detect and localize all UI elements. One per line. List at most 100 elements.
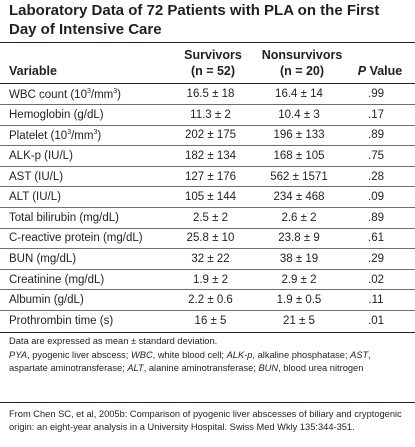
cell-survivors: 16 ± 5 [172,310,249,332]
abbr-key: AST [350,349,369,360]
title-rule [0,42,415,43]
variable-text: WBC count (10 [9,88,87,101]
cell-nonsurvivors: 23.8 ± 9 [249,227,349,249]
cell-variable: Prothrombin time (s) [0,310,172,332]
abbr-value: , pyogenic liver abscess; [27,349,131,360]
cell-p-value: .02 [349,268,415,290]
header-p-value: P Value [357,64,403,78]
table-row: ALK-p (IU/L) 182 ± 134 168 ± 105.75 [0,145,415,167]
cell-variable: Creatinine (mg/dL) [0,268,172,290]
cell-variable: WBC count (103/mm3) [0,84,172,105]
cell-nonsurvivors: 234 ± 468 [249,186,349,208]
variable-text: Creatinine (mg/dL) [9,273,105,286]
cell-nonsurvivors: 196 ± 133 [249,124,349,146]
cell-variable: ALT (IU/L) [0,186,172,208]
table-row: Hemoglobin (g/dL) 11.3 ± 2 10.4 ± 3.17 [0,104,415,126]
cell-p-value: .17 [349,104,415,126]
cell-p-value: .99 [368,88,384,101]
header-survivors-n: (n = 52) [190,64,236,78]
cell-survivors: 202 ± 175 [172,124,249,146]
header-variable: Variable [9,64,57,78]
cell-nonsurvivors: 1.9 ± 0.5 [249,289,349,311]
cell-variable: Hemoglobin (g/dL) [0,104,172,126]
lab-data-table: WBC count (103/mm3) 16.5 ± 18 16.4 ± 14.99… [0,84,415,332]
cell-p-value: .11 [349,289,415,311]
cell-p-value: .61 [349,227,415,249]
cell-p-value: .75 [349,145,415,167]
abbr-key: WBC [130,349,153,360]
cell-variable: Platelet (103/mm3) [0,124,172,146]
cell-nonsurvivors: 38 ± 19 [249,248,349,270]
variable-text: Total bilirubin (mg/dL) [9,211,119,224]
cell-variable: Albumin (g/dL) [0,289,172,311]
variable-text: ALK-p (IU/L) [9,150,73,163]
table-row: WBC count (103/mm3) 16.5 ± 18 16.4 ± 14.99 [0,84,415,105]
header-rule [0,83,415,84]
variable-unit: /mm [71,129,94,142]
cell-variable: Total bilirubin (mg/dL) [0,207,172,229]
table-row: AST (IU/L) 127 ± 176 562 ± 1571.28 [0,165,415,187]
header-survivors-label: Survivors [184,48,242,62]
table-row: Prothrombin time (s) 16 ± 5 21 ± 5.01 [0,310,415,332]
header-nonsurvivors-label: Nonsurvivors [261,48,343,62]
variable-text: Prothrombin time (s) [9,315,114,328]
variable-text: Platelet (10 [9,129,68,142]
table-source: From Chen SC, et al, 2005b: Comparison o… [9,409,402,432]
cell-survivors: 105 ± 144 [172,186,249,208]
variable-text: ALT (IU/L) [9,191,61,204]
note-abbreviations: PYA, pyogenic liver abscess; WBC, white … [9,349,409,376]
variable-text: AST (IU/L) [9,170,64,183]
table-row: Albumin (g/dL) 2.2 ± 0.6 1.9 ± 0.5.11 [0,289,415,311]
cell-nonsurvivors: 16.4 ± 14 [275,88,323,101]
abbr-value: , aspartate aminotransferase; [9,349,371,374]
table-row: Total bilirubin (mg/dL) 2.5 ± 2 2.6 ± 2.89 [0,207,415,229]
cell-survivors: 1.9 ± 2 [172,268,249,290]
abbr-key: ALK-p [226,349,253,360]
cell-survivors: 2.5 ± 2 [172,207,249,229]
header-nonsurvivors: Nonsurvivors (n = 20) [252,47,352,79]
cell-variable: C-reactive protein (mg/dL) [0,227,172,249]
cell-survivors: 32 ± 22 [172,248,249,270]
cell-p-value: .01 [349,310,415,332]
abbr-key: BUN [258,363,279,373]
cell-p-value: .89 [349,207,415,229]
header-p-letter: P [357,64,367,78]
abbr-value: , blood urea nitrogen [278,363,364,373]
variable-superscript: 3 [86,87,91,95]
cell-nonsurvivors: 2.6 ± 2 [249,207,349,229]
abbr-key: ALT [127,363,144,373]
variable-unit-close: ) [117,88,121,101]
variable-text: Hemoglobin (g/dL) [9,108,104,121]
header-survivors: Survivors (n = 52) [173,47,253,79]
note-mean-sd: Data are expressed as mean ± standard de… [9,336,218,346]
abbr-value: , white blood cell; [152,349,227,360]
cell-p-value: .09 [349,186,415,208]
notes-rule [0,402,415,403]
cell-p-value: .29 [349,248,415,270]
table-bottom-rule [0,332,415,333]
table-row: BUN (mg/dL) 32 ± 22 38 ± 19.29 [0,248,415,270]
cell-variable: BUN (mg/dL) [0,248,172,270]
cell-variable: AST (IU/L) [0,165,172,187]
table-notes: Data are expressed as mean ± standard de… [9,335,409,376]
variable-unit-close: ) [97,129,102,142]
table-row: C-reactive protein (mg/dL) 25.8 ± 10 23.8 … [0,227,415,249]
cell-nonsurvivors: 10.4 ± 3 [249,104,349,126]
variable-text: Albumin (g/dL) [9,294,84,307]
variable-superscript: 3 [67,129,72,137]
cell-survivors: 127 ± 176 [172,165,249,187]
variable-text: BUN (mg/dL) [9,253,77,266]
cell-nonsurvivors: 168 ± 105 [249,145,349,167]
variable-unit: /mm [90,88,114,101]
table-title: Laboratory Data of 72 Patients with PLA … [9,2,380,38]
cell-survivors: 16.5 ± 18 [186,88,235,101]
table-row: Creatinine (mg/dL) 1.9 ± 2 2.9 ± 2.02 [0,268,415,290]
cell-survivors: 25.8 ± 10 [172,227,249,249]
variable-superscript: 3 [93,129,98,137]
cell-nonsurvivors: 21 ± 5 [249,310,349,332]
cell-variable: ALK-p (IU/L) [0,145,172,167]
variable-superscript: 3 [113,87,118,95]
cell-survivors: 2.2 ± 0.6 [172,289,249,311]
header-nonsurvivors-n: (n = 20) [279,64,325,78]
variable-text: C-reactive protein (mg/dL) [9,232,143,245]
